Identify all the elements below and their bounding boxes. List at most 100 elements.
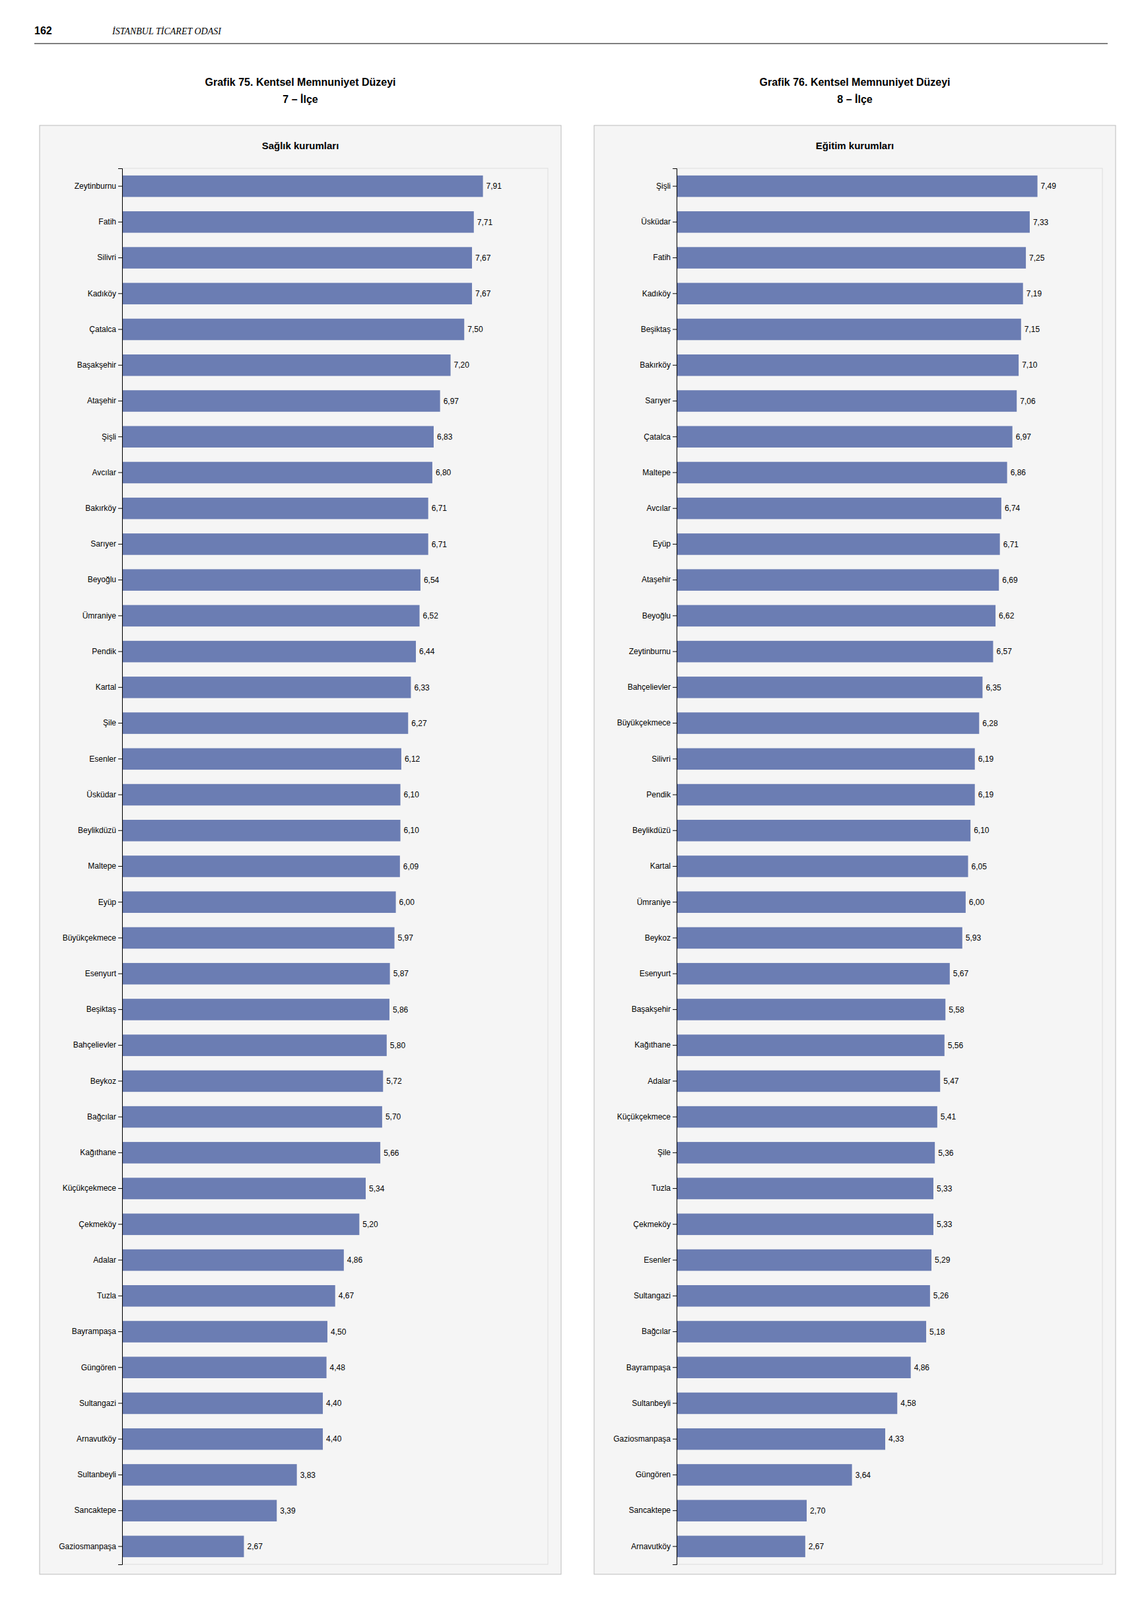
y-tick-mark bbox=[118, 1080, 123, 1082]
y-tick-mark bbox=[118, 901, 123, 903]
y-tick-label: Bakırköy bbox=[639, 360, 671, 370]
chart-subtitle: Sağlık kurumları bbox=[262, 139, 340, 152]
y-tick: Beykoz bbox=[90, 1076, 123, 1086]
data-label: 6,71 bbox=[1003, 539, 1020, 550]
y-tick-label: Maltepe bbox=[642, 468, 671, 478]
bar bbox=[122, 1034, 387, 1057]
y-tick-mark bbox=[118, 1044, 123, 1046]
y-tick: Bayrampaşa bbox=[71, 1326, 123, 1337]
y-tick-mark bbox=[118, 937, 123, 939]
data-label: 6,10 bbox=[403, 825, 420, 836]
y-tick: Başakşehir bbox=[631, 1004, 677, 1014]
y-tick-mark bbox=[118, 293, 123, 294]
y-tick: Kartal bbox=[650, 861, 677, 871]
y-tick-mark bbox=[672, 758, 677, 760]
y-tick-mark bbox=[118, 1474, 123, 1476]
y-tick-label: Eyüp bbox=[98, 897, 117, 907]
data-label: 6,19 bbox=[978, 754, 995, 764]
y-tick-mark bbox=[672, 1080, 677, 1082]
y-tick-mark bbox=[118, 186, 123, 187]
data-label: 5,36 bbox=[938, 1148, 954, 1158]
y-tick-label: Üsküdar bbox=[640, 217, 671, 227]
y-tick-mark bbox=[672, 722, 677, 724]
bar bbox=[122, 1499, 277, 1522]
y-tick: Güngören bbox=[635, 1470, 677, 1480]
y-tick-label: Adalar bbox=[93, 1255, 117, 1265]
chart-title: 8 – İlçe bbox=[837, 93, 873, 105]
data-label: 7,67 bbox=[475, 253, 492, 263]
data-label: 6,57 bbox=[996, 646, 1012, 657]
chart: Grafik 75. Kentsel Memnuniyet Düzeyi7 – … bbox=[39, 76, 562, 1575]
bar bbox=[676, 569, 999, 591]
bar bbox=[122, 1285, 336, 1308]
y-tick: Esenler bbox=[643, 1255, 677, 1265]
bar bbox=[676, 1464, 853, 1486]
y-tick-label: Esenler bbox=[643, 1255, 671, 1265]
y-tick-mark bbox=[118, 1223, 123, 1225]
chart-title: Grafik 75. Kentsel Memnuniyet Düzeyi bbox=[205, 76, 397, 88]
y-tick-label: Esenyurt bbox=[85, 969, 117, 979]
y-tick-label: Küçükçekmece bbox=[62, 1183, 117, 1193]
bar bbox=[122, 425, 434, 448]
y-tick: Zeytinburnu bbox=[629, 646, 677, 657]
y-tick-label: Ümraniye bbox=[637, 897, 672, 907]
y-tick: Kağıthane bbox=[79, 1147, 123, 1158]
y-tick-mark bbox=[672, 579, 677, 581]
data-label: 6,69 bbox=[1002, 575, 1018, 585]
y-tick-mark bbox=[672, 973, 677, 975]
bar bbox=[676, 283, 1024, 305]
bar bbox=[122, 712, 408, 735]
bar bbox=[122, 1213, 360, 1236]
data-label: 6,71 bbox=[431, 503, 448, 513]
data-label: 6,80 bbox=[435, 468, 452, 478]
y-tick-mark bbox=[118, 758, 123, 760]
y-tick: Fatih bbox=[98, 217, 123, 227]
y-tick-label: Beşiktaş bbox=[640, 324, 671, 335]
data-label: 2,70 bbox=[809, 1506, 826, 1516]
data-label: 7,19 bbox=[1026, 289, 1043, 299]
chart-box bbox=[39, 125, 562, 1575]
y-tick: Küçükçekmece bbox=[62, 1183, 123, 1193]
y-tick: Arnavutköy bbox=[631, 1542, 677, 1552]
y-tick: Sarıyer bbox=[644, 396, 677, 406]
data-label: 5,58 bbox=[948, 1005, 965, 1015]
y-tick: Gaziosmanpaşa bbox=[58, 1542, 123, 1552]
y-tick-label: Büyükçekmece bbox=[62, 933, 117, 943]
y-tick: Silivri bbox=[651, 754, 677, 764]
y-tick-label: Kartal bbox=[95, 682, 117, 692]
y-tick: Adalar bbox=[93, 1255, 123, 1265]
y-tick: Beşiktaş bbox=[640, 324, 677, 335]
y-tick-mark bbox=[672, 257, 677, 259]
bar bbox=[676, 175, 1038, 198]
y-tick: Bayrampaşa bbox=[626, 1363, 677, 1373]
bar bbox=[676, 533, 1001, 556]
y-tick: Çekmeköy bbox=[78, 1219, 123, 1230]
y-tick-label: Başakşehir bbox=[631, 1004, 671, 1014]
bar bbox=[676, 712, 979, 735]
y-tick: Sultangazi bbox=[79, 1398, 123, 1409]
bar bbox=[122, 1249, 344, 1272]
y-tick-label: Arnavutköy bbox=[631, 1542, 671, 1552]
bar bbox=[676, 1142, 935, 1164]
data-label: 4,33 bbox=[888, 1434, 905, 1444]
bar bbox=[122, 354, 451, 377]
bar bbox=[676, 1392, 898, 1415]
y-tick-mark bbox=[672, 1545, 677, 1547]
bar bbox=[122, 1142, 381, 1164]
y-tick-label: Maltepe bbox=[87, 861, 117, 871]
bar bbox=[122, 1464, 298, 1486]
y-tick: Üsküdar bbox=[640, 217, 677, 227]
y-tick: Büyükçekmece bbox=[62, 933, 123, 943]
data-label: 6,52 bbox=[423, 611, 439, 621]
bar bbox=[122, 855, 401, 878]
bar bbox=[676, 784, 975, 807]
y-tick: Pendik bbox=[646, 790, 677, 800]
bar bbox=[122, 533, 429, 556]
page-header-text: İSTANBUL TİCARET ODASI bbox=[111, 26, 222, 37]
y-tick-mark bbox=[672, 615, 677, 616]
y-tick-mark bbox=[672, 436, 677, 437]
bar bbox=[676, 963, 950, 985]
bar bbox=[122, 819, 401, 842]
chart-subtitle: Eğitim kurumları bbox=[815, 139, 894, 152]
y-tick-label: Kartal bbox=[650, 861, 671, 871]
